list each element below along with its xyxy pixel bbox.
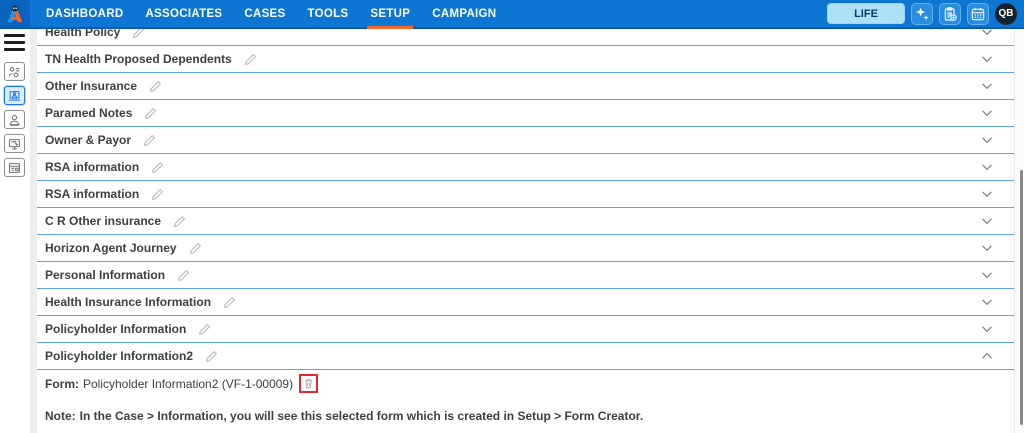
monitor-icon[interactable] [4, 134, 25, 153]
delete-form-highlight-box[interactable] [299, 374, 319, 393]
nav-item-label: CASES [244, 7, 286, 20]
section-title: RSA information [45, 187, 140, 201]
calendar-button[interactable] [967, 2, 989, 25]
life-button[interactable]: LIFE [827, 3, 905, 24]
accordion-section-row[interactable]: Health Insurance Information [37, 289, 1014, 316]
section-title: Policyholder Information [45, 322, 187, 336]
section-title: RSA information [45, 160, 140, 174]
edit-pencil-icon[interactable] [151, 188, 164, 201]
edit-pencil-icon[interactable] [144, 107, 157, 120]
section-title: Health Policy [45, 29, 121, 39]
section-title: Policyholder Information2 [45, 349, 194, 363]
edit-pencil-icon[interactable] [173, 215, 186, 228]
section-title: Health Insurance Information [45, 295, 212, 309]
nav-items: DASHBOARD ASSOCIATES CASES TOOLS SETUP C… [35, 0, 507, 29]
chevron-down-icon[interactable] [980, 106, 994, 120]
chevron-down-icon[interactable] [980, 268, 994, 282]
accordion-section-row[interactable]: RSA information [37, 154, 1014, 181]
add-case-button[interactable] [939, 2, 961, 25]
chevron-down-icon[interactable] [980, 214, 994, 228]
user-icon[interactable] [4, 110, 25, 129]
trash-icon [304, 379, 313, 389]
vertical-scrollbar[interactable] [1014, 29, 1024, 433]
chevron-down-icon[interactable] [980, 79, 994, 93]
nav-right-actions: LIFE QB [827, 0, 1024, 27]
accordion-section-row[interactable]: Personal Information [37, 262, 1014, 289]
accordion-section-row[interactable]: Health Policy [37, 29, 1014, 46]
edit-pencil-icon[interactable] [177, 269, 190, 282]
edit-pencil-icon[interactable] [143, 134, 156, 147]
accordion-section-row[interactable]: RSA information [37, 181, 1014, 208]
section-title: Other Insurance [45, 79, 138, 93]
sparkles-button[interactable] [911, 2, 933, 25]
accordion-section-row[interactable]: Horizon Agent Journey [37, 235, 1014, 262]
nav-item-setup[interactable]: SETUP [359, 0, 421, 29]
nav-item-label: CAMPAIGN [432, 7, 497, 20]
section-title: TN Health Proposed Dependents [45, 52, 232, 66]
nav-item-cases[interactable]: CASES [233, 0, 296, 27]
note-row: Note: In the Case > Information, you will… [37, 409, 1014, 423]
nav-item-label: TOOLS [307, 7, 349, 20]
accordion-section-row[interactable]: Owner & Payor [37, 127, 1014, 154]
edit-pencil-icon[interactable] [189, 242, 202, 255]
chevron-up-icon[interactable] [980, 349, 994, 363]
accordion-section-row[interactable]: TN Health Proposed Dependents [37, 46, 1014, 73]
laptop-user-icon[interactable] [4, 86, 25, 105]
note-label: Note: [45, 409, 76, 423]
form-label: Form: [45, 376, 79, 391]
section-title: C R Other insurance [45, 214, 162, 228]
chevron-down-icon[interactable] [980, 295, 994, 309]
nav-item-label: SETUP [370, 7, 411, 20]
qb-user-badge[interactable]: QB [995, 2, 1017, 25]
accordion-list: Health Policy TN Health Proposed Depende… [37, 29, 1014, 370]
sidebar-icon-list [0, 62, 30, 177]
edit-pencil-icon[interactable] [198, 323, 211, 336]
section-title: Horizon Agent Journey [45, 241, 177, 255]
hamburger-menu-icon[interactable] [4, 34, 25, 51]
clipboard-add-icon [944, 6, 957, 21]
section-title: Owner & Payor [45, 133, 132, 147]
chevron-down-icon[interactable] [980, 322, 994, 336]
user-settings-icon[interactable] [4, 62, 25, 81]
note-text: In the Case > Information, you will see … [79, 409, 644, 423]
edit-pencil-icon[interactable] [151, 161, 164, 174]
accordion-section-row[interactable]: C R Other insurance [37, 208, 1014, 235]
edit-pencil-icon[interactable] [223, 296, 236, 309]
chevron-down-icon[interactable] [980, 160, 994, 174]
chevron-down-icon[interactable] [980, 29, 994, 39]
nav-item-associates[interactable]: ASSOCIATES [134, 0, 233, 27]
section-title: Personal Information [45, 268, 166, 282]
chevron-down-icon[interactable] [980, 133, 994, 147]
sparkles-icon [916, 6, 929, 20]
chevron-down-icon[interactable] [980, 52, 994, 66]
sidebar-divider [30, 29, 37, 433]
nav-item-dashboard[interactable]: DASHBOARD [35, 0, 134, 27]
accordion-section-row[interactable]: Policyholder Information [37, 316, 1014, 343]
chevron-down-icon[interactable] [980, 241, 994, 255]
selected-form-row: Form: Policyholder Information2 (VF-1-00… [37, 370, 1014, 397]
accordion-section-row[interactable]: Other Insurance [37, 73, 1014, 100]
mascot-a-logo [7, 4, 23, 22]
edit-pencil-icon[interactable] [149, 80, 162, 93]
scrollbar-thumb[interactable] [1020, 170, 1023, 425]
edit-pencil-icon[interactable] [244, 53, 257, 66]
calendar-icon [971, 7, 985, 20]
edit-pencil-icon[interactable] [205, 350, 218, 363]
accordion-section-row[interactable]: Paramed Notes [37, 100, 1014, 127]
setup-forms-panel: Health Policy TN Health Proposed Depende… [37, 29, 1014, 433]
nav-item-label: ASSOCIATES [145, 7, 223, 20]
edit-pencil-icon[interactable] [132, 29, 145, 39]
form-layout-icon[interactable] [4, 158, 25, 177]
left-sidebar [0, 29, 30, 433]
form-value: Policyholder Information2 (VF-1-00009) [83, 376, 294, 391]
nav-item-campaign[interactable]: CAMPAIGN [421, 0, 507, 27]
top-navigation-bar: DASHBOARD ASSOCIATES CASES TOOLS SETUP C… [0, 0, 1024, 29]
nav-item-tools[interactable]: TOOLS [297, 0, 360, 27]
chevron-down-icon[interactable] [980, 187, 994, 201]
app-logo[interactable] [0, 0, 30, 27]
section-title: Paramed Notes [45, 106, 133, 120]
accordion-section-row[interactable]: Policyholder Information2 [37, 343, 1014, 370]
nav-item-label: DASHBOARD [46, 7, 124, 20]
